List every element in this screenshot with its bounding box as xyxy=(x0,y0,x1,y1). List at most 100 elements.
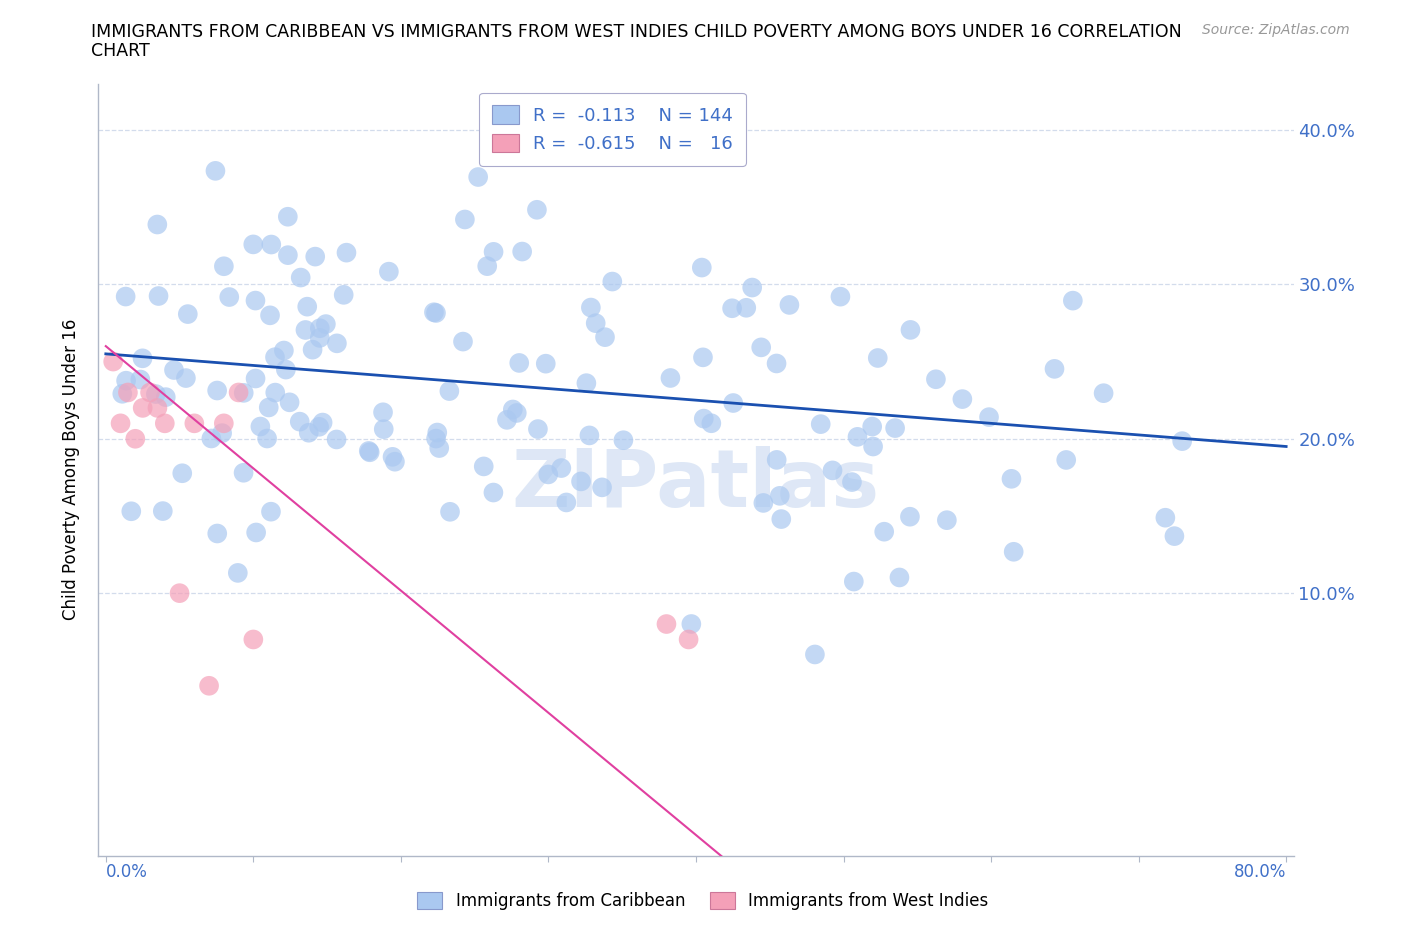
Point xyxy=(1002,544,1025,559)
Point xyxy=(591,480,613,495)
Point xyxy=(439,384,461,399)
Point xyxy=(139,385,162,400)
Point xyxy=(1000,472,1022,486)
Point xyxy=(579,300,602,315)
Point xyxy=(496,412,519,427)
Point xyxy=(359,445,381,459)
Point xyxy=(866,351,889,365)
Point xyxy=(274,362,297,377)
Point xyxy=(242,237,264,252)
Point xyxy=(245,293,267,308)
Text: ZIPatlas: ZIPatlas xyxy=(512,446,880,525)
Point xyxy=(873,525,896,539)
Point xyxy=(426,425,449,440)
Point xyxy=(200,431,222,445)
Point xyxy=(612,432,634,447)
Point xyxy=(555,495,578,510)
Point xyxy=(273,343,295,358)
Point xyxy=(537,467,560,482)
Point xyxy=(146,401,169,416)
Point xyxy=(256,431,278,445)
Point xyxy=(842,574,865,589)
Point xyxy=(204,164,226,179)
Point xyxy=(425,432,447,446)
Point xyxy=(257,400,280,415)
Point xyxy=(765,356,787,371)
Point xyxy=(593,330,616,345)
Point xyxy=(889,570,911,585)
Point xyxy=(298,425,321,440)
Point xyxy=(242,632,264,647)
Point xyxy=(423,305,446,320)
Point xyxy=(371,405,394,419)
Point xyxy=(148,288,170,303)
Point xyxy=(198,678,221,693)
Point xyxy=(534,356,557,371)
Point xyxy=(124,432,146,446)
Point xyxy=(311,415,333,430)
Point xyxy=(325,432,347,447)
Point xyxy=(950,392,973,406)
Point xyxy=(277,247,299,262)
Point xyxy=(169,586,191,601)
Point xyxy=(681,617,703,631)
Point xyxy=(290,270,312,285)
Point xyxy=(114,289,136,304)
Point xyxy=(177,307,200,322)
Point xyxy=(218,289,240,304)
Point xyxy=(690,260,713,275)
Point xyxy=(120,504,142,519)
Point xyxy=(228,385,250,400)
Point xyxy=(335,246,357,260)
Point xyxy=(145,387,167,402)
Point xyxy=(1163,528,1185,543)
Text: IMMIGRANTS FROM CARIBBEAN VS IMMIGRANTS FROM WEST INDIES CHILD POVERTY AMONG BOY: IMMIGRANTS FROM CARIBBEAN VS IMMIGRANTS … xyxy=(91,23,1182,41)
Point xyxy=(146,217,169,232)
Point xyxy=(1062,293,1084,308)
Point xyxy=(315,316,337,331)
Point xyxy=(205,383,228,398)
Point xyxy=(741,280,763,295)
Point xyxy=(131,351,153,365)
Point xyxy=(900,323,922,338)
Point xyxy=(155,390,177,405)
Point xyxy=(575,376,598,391)
Point xyxy=(602,274,624,289)
Point xyxy=(472,459,495,474)
Point xyxy=(467,169,489,184)
Point xyxy=(129,372,152,387)
Point xyxy=(749,340,772,355)
Point xyxy=(357,444,380,458)
Point xyxy=(678,632,700,647)
Point xyxy=(297,299,319,314)
Point xyxy=(183,416,205,431)
Point xyxy=(804,647,827,662)
Point xyxy=(841,474,863,489)
Point xyxy=(884,420,907,435)
Point xyxy=(752,496,775,511)
Point xyxy=(245,371,267,386)
Point xyxy=(1171,433,1194,448)
Point xyxy=(288,414,311,429)
Point xyxy=(260,237,283,252)
Point xyxy=(578,428,600,443)
Point xyxy=(131,401,153,416)
Point xyxy=(898,510,921,525)
Point xyxy=(207,526,229,541)
Point xyxy=(232,465,254,480)
Text: Source: ZipAtlas.com: Source: ZipAtlas.com xyxy=(1202,23,1350,37)
Point xyxy=(378,264,401,279)
Point xyxy=(1154,511,1177,525)
Legend: Immigrants from Caribbean, Immigrants from West Indies: Immigrants from Caribbean, Immigrants fr… xyxy=(411,885,995,917)
Point xyxy=(101,354,124,369)
Point xyxy=(721,300,744,315)
Point xyxy=(332,287,354,302)
Point xyxy=(326,336,349,351)
Point xyxy=(245,525,267,540)
Point xyxy=(700,416,723,431)
Point xyxy=(212,259,235,273)
Point xyxy=(172,466,194,481)
Point xyxy=(569,474,592,489)
Point xyxy=(277,209,299,224)
Point xyxy=(508,355,530,370)
